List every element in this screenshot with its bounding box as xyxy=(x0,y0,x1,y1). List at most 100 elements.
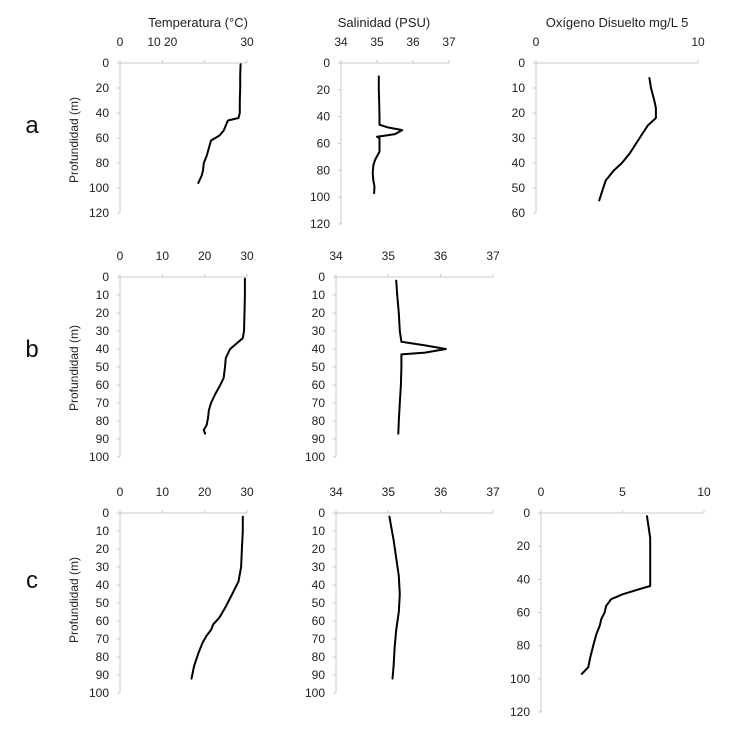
a-sal-y-tick-label: 80 xyxy=(317,163,331,177)
a-temp-y-tick-label: 40 xyxy=(96,106,110,120)
c-sal-x-tick-label: 36 xyxy=(434,485,448,499)
c-sal-x-tick-label: 35 xyxy=(382,485,396,499)
a-oxy-profile-line xyxy=(598,77,657,202)
title-salinity: Salinidad (PSU) xyxy=(338,15,431,30)
a-temp-x-tick-label: 30 xyxy=(240,35,254,49)
b-temp-profile-line xyxy=(202,277,246,435)
a-temp-y-tick-label: 60 xyxy=(96,131,110,145)
a-oxy-y-tick-label: 20 xyxy=(512,106,526,120)
c-temp-y-tick-label: 100 xyxy=(89,686,109,700)
b-sal-x-tick-label: 37 xyxy=(486,249,500,263)
c-temp-y-tick-label: 20 xyxy=(96,542,110,556)
c-oxy-y-tick-label: 20 xyxy=(517,539,531,553)
c-oxy-y-tick-label: 120 xyxy=(510,705,530,719)
b-temp-y-tick-label: 10 xyxy=(96,288,110,302)
panel-label-a: a xyxy=(25,112,39,139)
b-temp-y-tick-label: 70 xyxy=(96,396,110,410)
y-axis-title-c: Profundidad (m) xyxy=(67,557,81,643)
panel-label-b: b xyxy=(25,336,38,363)
a-oxy-y-tick-label: 0 xyxy=(518,56,525,70)
c-temp-y-tick-label: 40 xyxy=(96,578,110,592)
a-oxy-y-tick-label: 50 xyxy=(512,181,526,195)
b-temp-y-tick-label: 30 xyxy=(96,324,110,338)
a-temp-y-tick-label: 20 xyxy=(96,81,110,95)
c-sal-y-tick-label: 100 xyxy=(305,686,325,700)
b-temp-x-tick-label: 30 xyxy=(240,249,254,263)
b-sal-x-tick-label: 35 xyxy=(382,249,396,263)
c-temp-y-tick-label: 30 xyxy=(96,560,110,574)
b-sal-y-tick-label: 0 xyxy=(318,270,325,284)
a-oxy-y-tick-label: 40 xyxy=(512,156,526,170)
c-sal-x-tick-label: 37 xyxy=(486,485,500,499)
c-sal-y-tick-label: 50 xyxy=(312,596,326,610)
c-oxy-x-tick-label: 5 xyxy=(619,485,626,499)
a-temp-x-tick-label: 10 20 xyxy=(147,35,177,49)
title-oxygen: Oxígeno Disuelto mg/L 5 xyxy=(546,15,689,30)
b-sal-profile-line xyxy=(395,279,447,435)
c-oxy-y-tick-label: 80 xyxy=(517,639,531,653)
b-temp-x-tick-label: 20 xyxy=(198,249,212,263)
c-temp-y-tick-label: 90 xyxy=(96,668,110,682)
a-temp-y-tick-label: 120 xyxy=(89,206,109,220)
c-oxy-y-tick-label: 0 xyxy=(523,506,530,520)
a-sal-x-tick-label: 34 xyxy=(334,35,348,49)
c-sal-y-tick-label: 60 xyxy=(312,614,326,628)
c-sal-y-tick-label: 30 xyxy=(312,560,326,574)
a-oxy-y-tick-label: 30 xyxy=(512,131,526,145)
a-temp-profile-line xyxy=(197,63,242,184)
a-sal-x-tick-label: 37 xyxy=(442,35,456,49)
b-sal-x-tick-label: 36 xyxy=(434,249,448,263)
a-sal-y-tick-label: 120 xyxy=(310,217,330,231)
a-temp-y-tick-label: 80 xyxy=(96,156,110,170)
a-sal-x-tick-label: 35 xyxy=(370,35,384,49)
a-oxy-y-tick-label: 60 xyxy=(512,206,526,220)
b-temp-y-tick-label: 100 xyxy=(89,450,109,464)
c-sal-y-tick-label: 70 xyxy=(312,632,326,646)
a-temp-y-tick-label: 100 xyxy=(89,181,109,195)
b-temp-y-tick-label: 90 xyxy=(96,432,110,446)
c-temp-y-tick-label: 60 xyxy=(96,614,110,628)
title-temperature: Temperatura (°C) xyxy=(148,15,248,30)
a-sal-y-tick-label: 60 xyxy=(317,137,331,151)
b-temp-x-tick-label: 10 xyxy=(156,249,170,263)
c-temp-y-tick-label: 70 xyxy=(96,632,110,646)
a-sal-y-tick-label: 40 xyxy=(317,110,331,124)
a-oxy-y-tick-label: 10 xyxy=(512,81,526,95)
a-sal-y-tick-label: 0 xyxy=(323,56,330,70)
c-sal-y-tick-label: 10 xyxy=(312,524,326,538)
b-sal-y-tick-label: 20 xyxy=(312,306,326,320)
b-temp-y-tick-label: 60 xyxy=(96,378,110,392)
c-temp-y-tick-label: 50 xyxy=(96,596,110,610)
b-sal-y-tick-label: 90 xyxy=(312,432,326,446)
a-temp-x-tick-label: 0 xyxy=(117,35,124,49)
b-temp-y-tick-label: 50 xyxy=(96,360,110,374)
a-oxy-x-tick-label: 10 xyxy=(691,35,705,49)
c-temp-x-tick-label: 10 xyxy=(156,485,170,499)
c-temp-x-tick-label: 0 xyxy=(117,485,124,499)
c-sal-y-tick-label: 80 xyxy=(312,650,326,664)
c-oxy-x-tick-label: 0 xyxy=(538,485,545,499)
a-sal-profile-line xyxy=(371,75,404,195)
b-sal-y-tick-label: 60 xyxy=(312,378,326,392)
c-oxy-y-tick-label: 100 xyxy=(510,672,530,686)
b-temp-y-tick-label: 20 xyxy=(96,306,110,320)
c-sal-x-tick-label: 34 xyxy=(329,485,343,499)
panel-label-c: c xyxy=(26,567,38,594)
b-temp-y-tick-label: 40 xyxy=(96,342,110,356)
c-sal-y-tick-label: 0 xyxy=(318,506,325,520)
b-sal-y-tick-label: 50 xyxy=(312,360,326,374)
c-oxy-profile-line xyxy=(580,515,652,675)
c-temp-y-tick-label: 80 xyxy=(96,650,110,664)
c-sal-y-tick-label: 20 xyxy=(312,542,326,556)
b-temp-y-tick-label: 0 xyxy=(102,270,109,284)
b-sal-y-tick-label: 30 xyxy=(312,324,326,338)
c-sal-y-tick-label: 40 xyxy=(312,578,326,592)
c-oxy-y-tick-label: 60 xyxy=(517,606,531,620)
c-temp-x-tick-label: 20 xyxy=(198,485,212,499)
a-sal-y-tick-label: 20 xyxy=(317,83,331,97)
b-sal-x-tick-label: 34 xyxy=(329,249,343,263)
c-temp-profile-line xyxy=(190,515,244,680)
b-sal-y-tick-label: 40 xyxy=(312,342,326,356)
b-temp-x-tick-label: 0 xyxy=(117,249,124,263)
